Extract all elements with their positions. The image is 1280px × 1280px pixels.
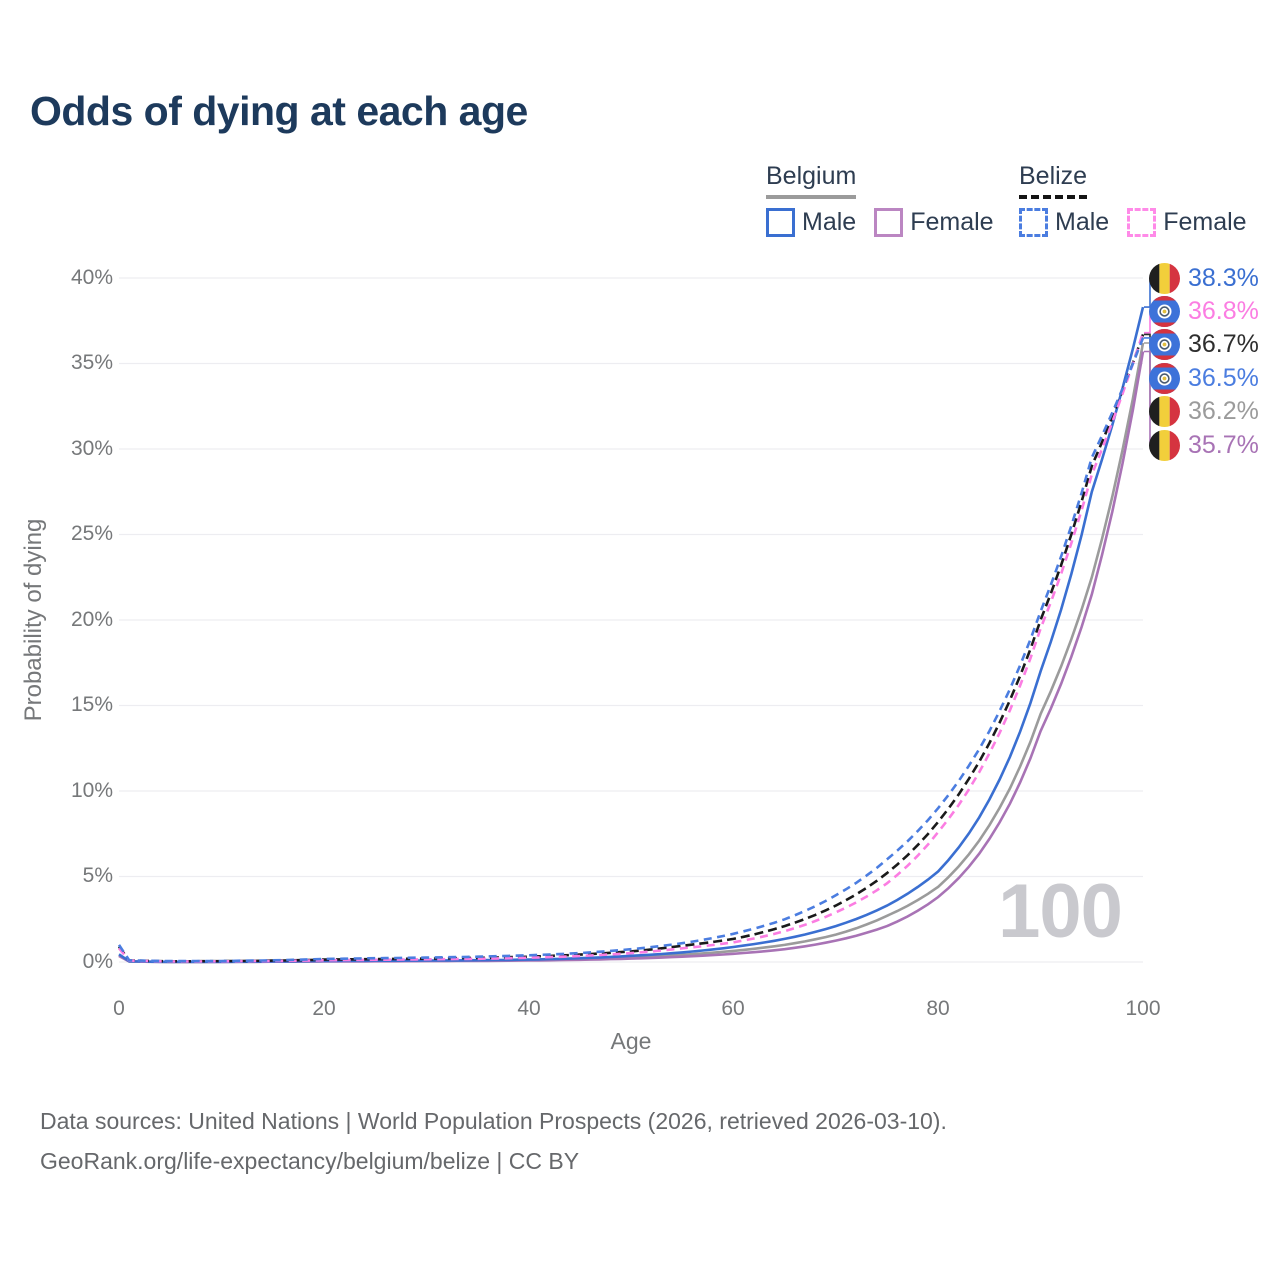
series-line-belize-male[interactable] bbox=[117, 337, 1145, 963]
end-label-belgium-male: 38.3% bbox=[1149, 261, 1259, 295]
belize-female-swatch-icon bbox=[1127, 208, 1157, 237]
x-tick-40: 40 bbox=[517, 997, 541, 1020]
series-line-belgium-male[interactable] bbox=[118, 306, 1145, 964]
legend-item-belgium-female[interactable]: Female bbox=[874, 208, 994, 237]
belgium-flag-icon bbox=[1149, 262, 1180, 294]
end-label-value: 35.7% bbox=[1188, 430, 1259, 459]
legend-item-label: Female bbox=[910, 208, 994, 236]
y-tick-0: 0% bbox=[82, 950, 113, 973]
data-source-text: Data sources: United Nations | World Pop… bbox=[40, 1108, 947, 1134]
end-label-belgium-total: 36.2% bbox=[1149, 395, 1259, 429]
y-tick-30: 30% bbox=[70, 437, 113, 460]
belgium-female-swatch-icon bbox=[874, 208, 904, 237]
x-axis-title: Age bbox=[610, 1028, 652, 1054]
x-tick-0: 0 bbox=[113, 997, 125, 1020]
legend-country-belgium[interactable]: Belgium bbox=[766, 162, 857, 199]
page-title: Odds of dying at each age bbox=[30, 88, 528, 134]
y-tick-25: 25% bbox=[70, 522, 113, 545]
legend-item-belize-female[interactable]: Female bbox=[1127, 208, 1247, 237]
end-label-value: 36.2% bbox=[1188, 397, 1259, 426]
legend-group-belize: Belize Male Female bbox=[1019, 162, 1265, 237]
y-tick-40: 40% bbox=[70, 266, 113, 289]
end-label-value: 36.7% bbox=[1188, 330, 1259, 359]
legend-item-belize-male[interactable]: Male bbox=[1019, 208, 1109, 237]
legend-item-label: Female bbox=[1163, 208, 1247, 236]
y-tick-10: 10% bbox=[70, 779, 113, 802]
belgium-male-swatch-icon bbox=[766, 208, 795, 237]
belize-male-swatch-icon bbox=[1019, 208, 1048, 237]
y-axis-title: Probability of dying bbox=[20, 518, 47, 722]
end-label-belize-total: 36.7% bbox=[1149, 328, 1259, 362]
end-label-value: 36.5% bbox=[1188, 363, 1259, 392]
x-tick-60: 60 bbox=[721, 997, 745, 1020]
legend-country-belize[interactable]: Belize bbox=[1019, 162, 1088, 199]
attribution-text: GeoRank.org/life-expectancy/belgium/beli… bbox=[40, 1148, 580, 1174]
end-label-belgium-female: 35.7% bbox=[1149, 428, 1259, 462]
end-label-value: 36.8% bbox=[1188, 296, 1259, 325]
end-label-belize-female: 36.8% bbox=[1149, 294, 1259, 328]
end-label-value: 38.3% bbox=[1188, 263, 1259, 292]
y-tick-15: 15% bbox=[70, 693, 113, 716]
belgium-flag-icon bbox=[1149, 429, 1180, 461]
x-tick-100: 100 bbox=[1125, 997, 1161, 1020]
y-tick-5: 5% bbox=[82, 864, 113, 887]
y-tick-20: 20% bbox=[70, 608, 113, 631]
end-label-belize-male: 36.5% bbox=[1149, 361, 1259, 395]
series-line-belize[interactable] bbox=[117, 333, 1145, 963]
legend-item-label: Male bbox=[802, 208, 857, 236]
legend-group-belgium: Belgium Male Female bbox=[766, 162, 1012, 237]
legend-item-belgium-male[interactable]: Male bbox=[766, 208, 856, 237]
hover-age-watermark: 100 bbox=[998, 869, 1123, 954]
legend-item-label: Male bbox=[1055, 208, 1110, 236]
x-tick-20: 20 bbox=[312, 997, 336, 1020]
series-line-belgium[interactable] bbox=[118, 342, 1145, 964]
series-line-belgium-female[interactable] bbox=[118, 351, 1145, 964]
y-tick-35: 35% bbox=[70, 351, 113, 374]
series-line-belize-female[interactable] bbox=[117, 332, 1145, 963]
belize-flag-icon bbox=[1149, 295, 1180, 327]
belize-flag-icon bbox=[1149, 362, 1180, 394]
belize-flag-icon bbox=[1149, 329, 1180, 361]
x-tick-80: 80 bbox=[926, 997, 950, 1020]
belgium-flag-icon bbox=[1149, 396, 1180, 428]
